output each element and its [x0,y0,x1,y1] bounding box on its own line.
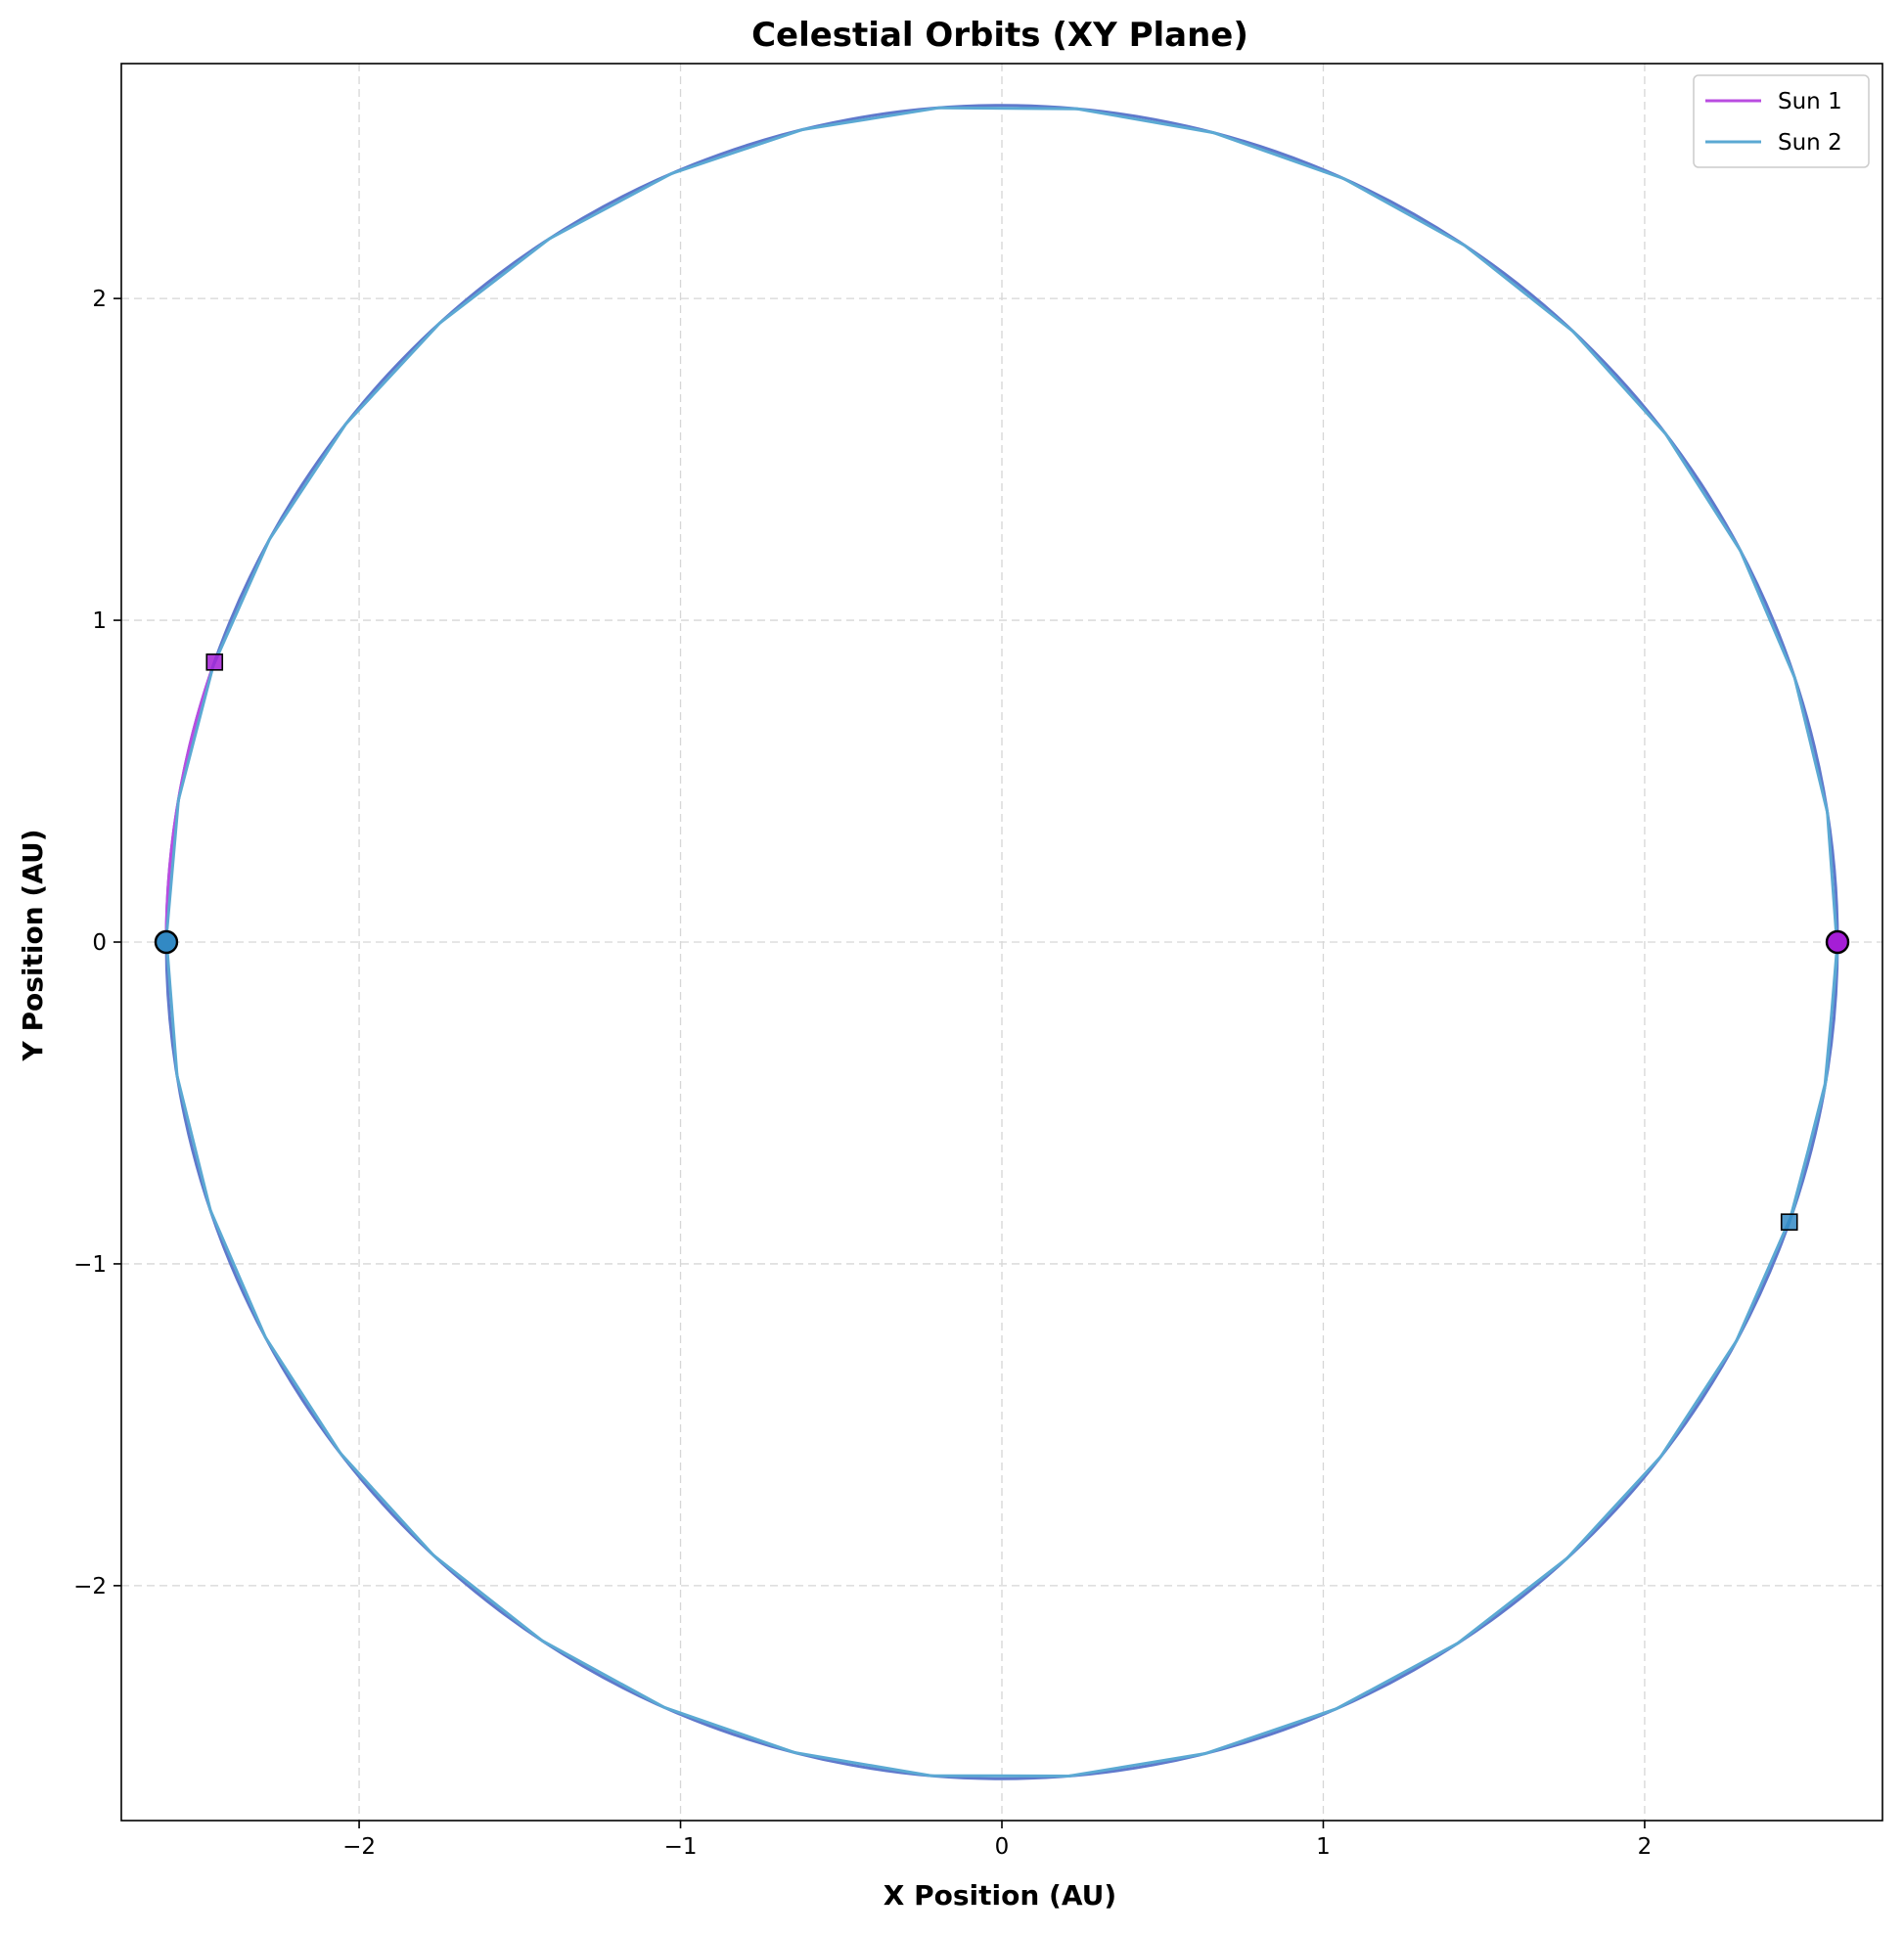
sun-2-end-marker [1780,1213,1798,1231]
y-tick-label: 0 [92,930,107,956]
axis-ticks: −2 −1 0 1 2 −2 −1 0 1 2 [73,287,1652,1860]
y-tick-label: −2 [73,1574,107,1599]
orbit-path-sun-2 [164,106,1839,1778]
sun-2-start-marker [154,929,179,955]
x-axis-title: X Position (AU) [884,1879,1116,1912]
x-tick-label: −2 [342,1834,376,1860]
sun-1-end-marker [205,653,224,671]
legend-label-sun-1: Sun 1 [1778,89,1842,114]
grid-lines [121,64,1882,1821]
x-tick-label: 2 [1638,1834,1653,1860]
legend-label-sun-2: Sun 2 [1778,130,1842,156]
x-tick-label: −1 [664,1834,698,1860]
legend: Sun 1 Sun 2 [1693,74,1870,168]
sun-1-start-marker [1825,929,1850,955]
y-axis-title: Y Position (AU) [17,829,49,1061]
y-tick-label: −1 [73,1252,107,1278]
x-tick-label: 1 [1316,1834,1331,1860]
y-tick-label: 2 [92,287,107,312]
position-markers [154,653,1850,1231]
chart-title: Celestial Orbits (XY Plane) [751,16,1248,55]
y-tick-label: 1 [92,608,107,634]
legend-frame [1693,74,1870,168]
x-tick-label: 0 [995,1834,1010,1860]
